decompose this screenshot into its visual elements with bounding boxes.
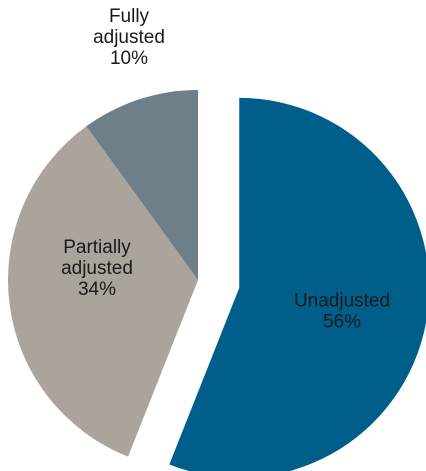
pie-slices <box>7 90 426 471</box>
pie-labels: Unadjusted 56%Partially adjusted 34%Fully ad… <box>61 6 390 333</box>
pie-slice-label-line: Fully <box>109 6 150 27</box>
pie-slice-2 <box>86 90 198 280</box>
pie-slice-1 <box>7 126 198 457</box>
pie-slice-label-line: adjusted <box>61 258 133 279</box>
pie-slice-label-1: Partially adjusted 34% <box>61 237 133 300</box>
pie-slice-label-line: 56% <box>323 312 361 333</box>
pie-slice-label-line: 34% <box>78 279 116 300</box>
pie-slice-label-0: Unadjusted 56% <box>294 291 390 333</box>
pie-slice-label-line: Partially <box>63 237 131 258</box>
pie-slice-0 <box>169 97 426 471</box>
pie-slice-label-line: Unadjusted <box>294 291 390 312</box>
pie-slice-label-2: Fully adjusted 10% <box>93 6 165 69</box>
pie-slice-label-line: 10% <box>110 48 148 69</box>
pie-slice-label-line: adjusted <box>93 27 165 48</box>
